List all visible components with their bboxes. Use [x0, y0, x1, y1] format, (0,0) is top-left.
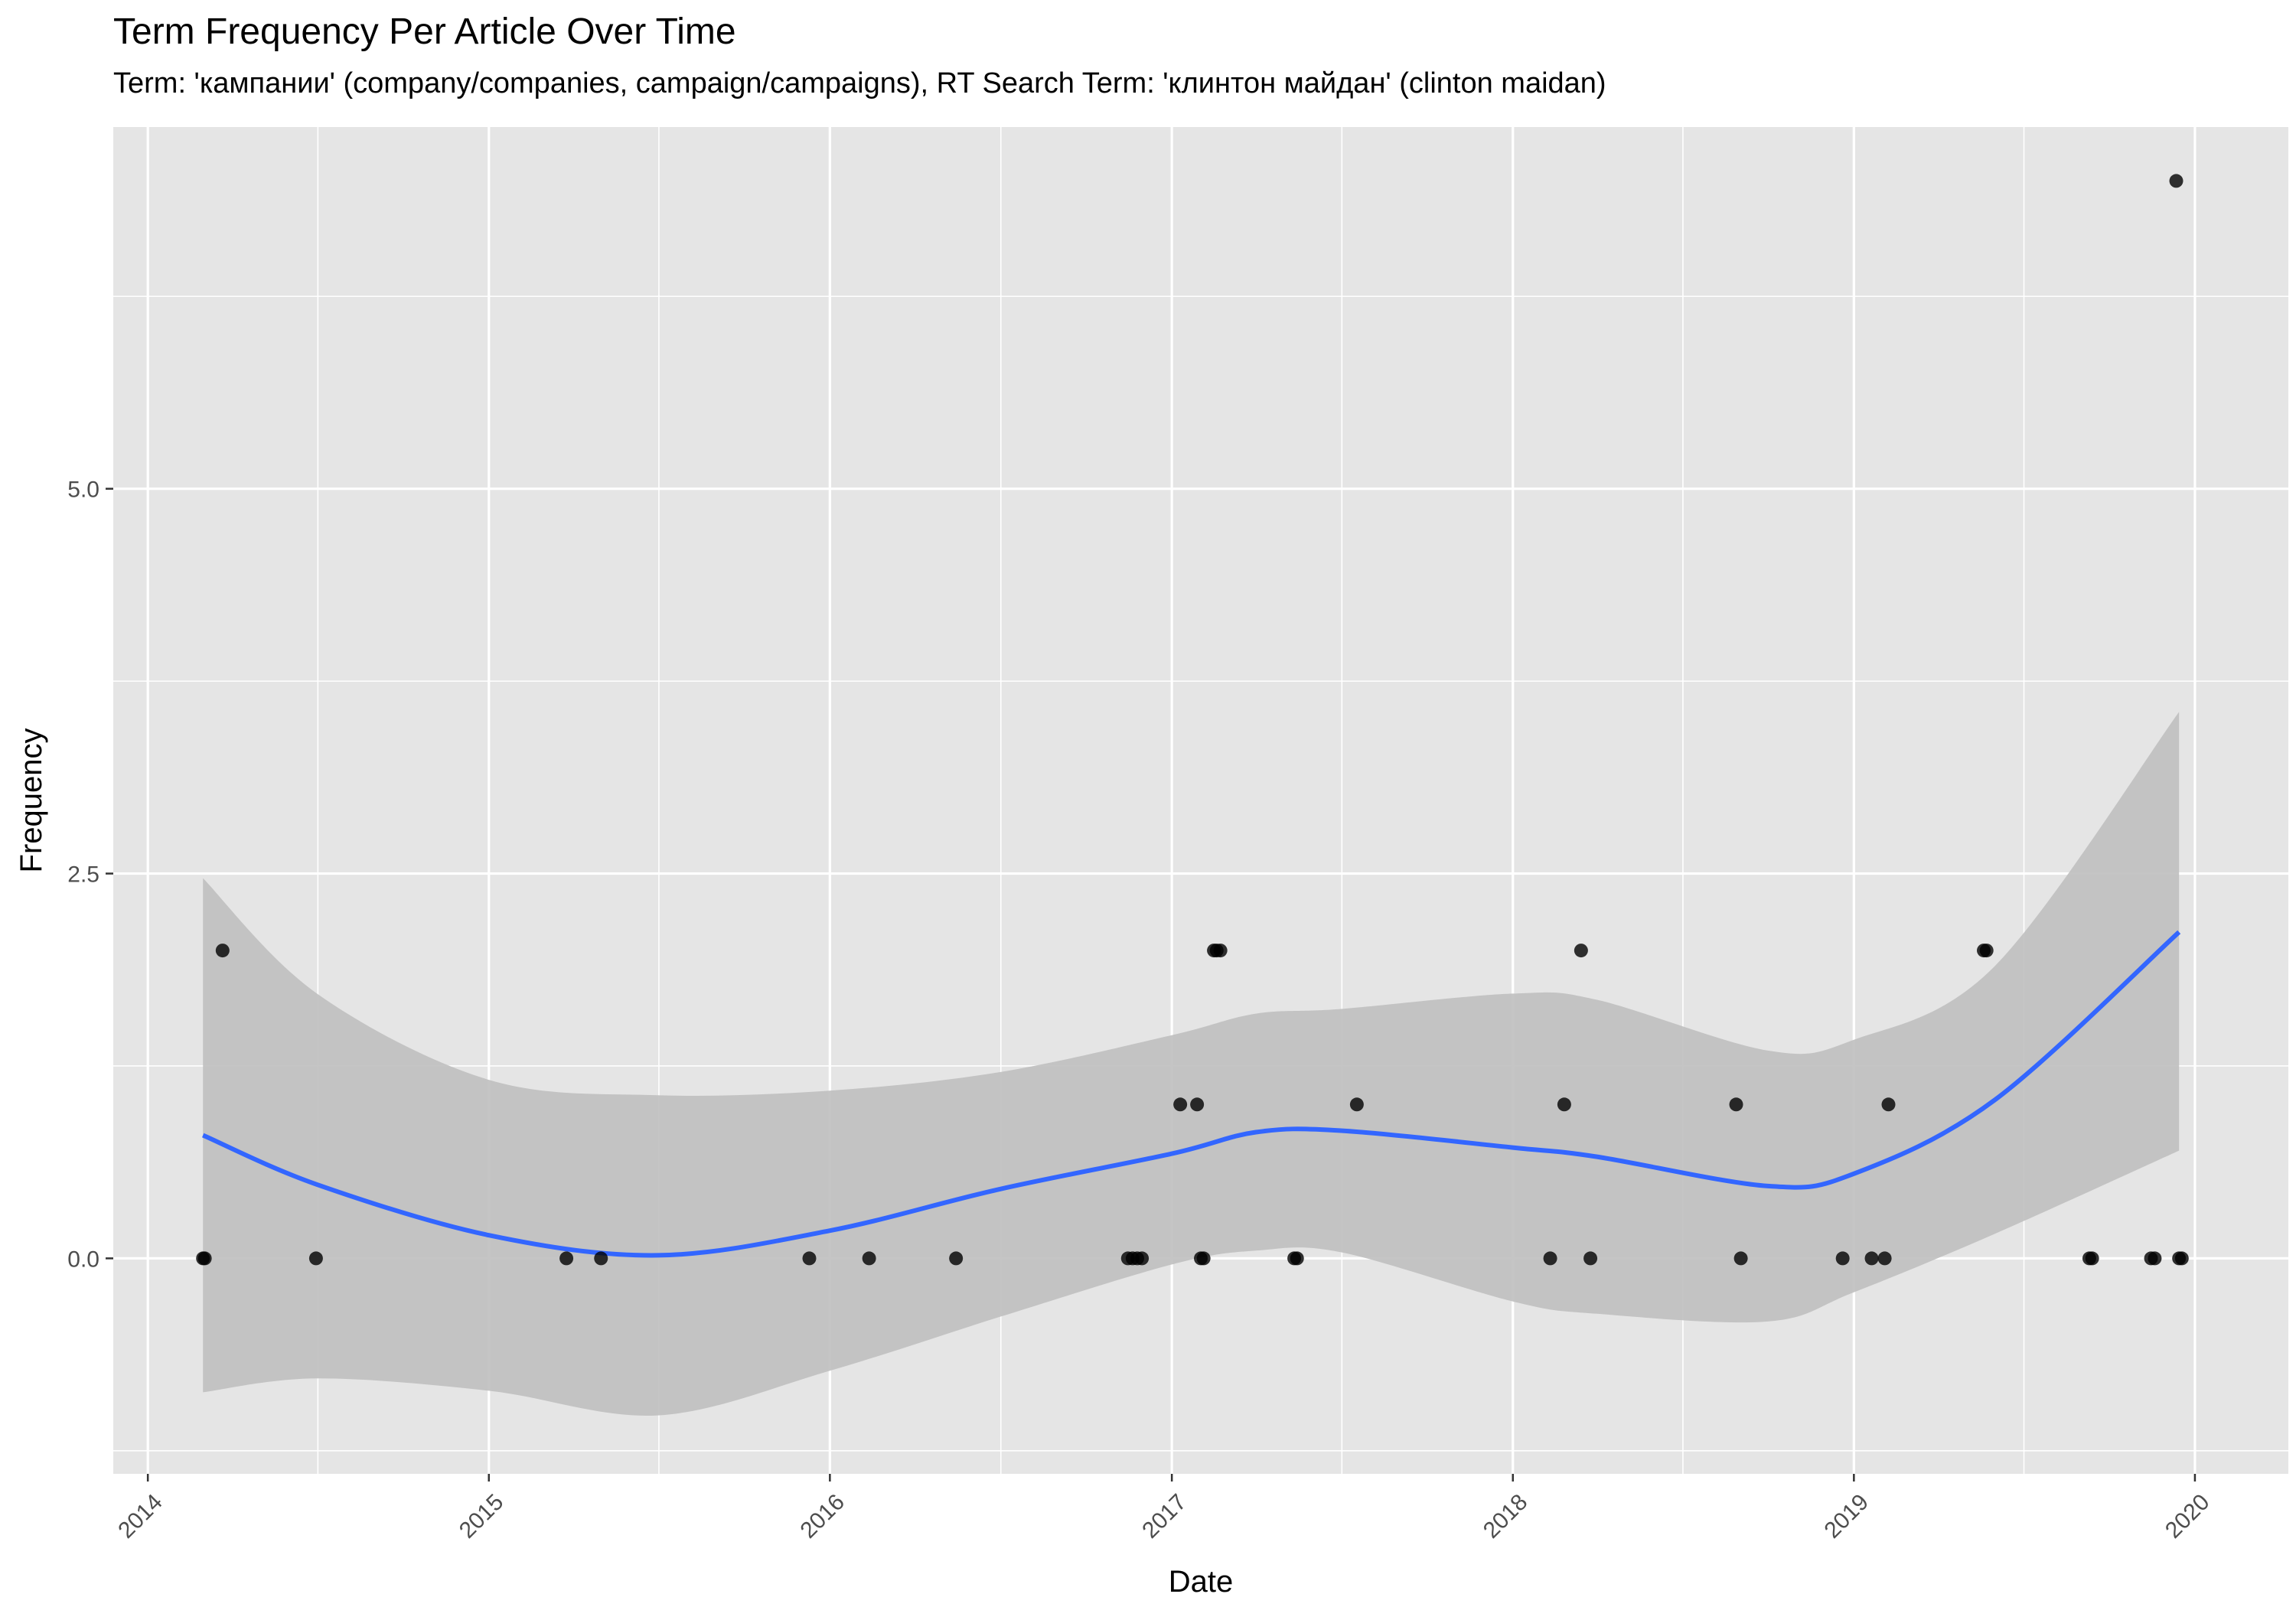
data-point	[802, 1251, 817, 1266]
data-point	[215, 944, 230, 958]
data-point	[2169, 174, 2183, 188]
data-point	[308, 1251, 323, 1266]
x-tick-label: 2016	[795, 1489, 850, 1543]
data-point	[559, 1251, 574, 1266]
x-tick-label: 2020	[2161, 1489, 2215, 1543]
y-axis: 0.0 2.5 5.0	[67, 478, 113, 1272]
x-tick-label: 2019	[1819, 1489, 1874, 1543]
data-point	[862, 1251, 876, 1266]
data-point	[1190, 1097, 1205, 1112]
confidence-ribbon	[203, 712, 2180, 1416]
data-point	[1979, 944, 1994, 958]
data-point	[1213, 944, 1228, 958]
y-tick-label: 2.5	[67, 862, 99, 888]
data-points	[196, 174, 2189, 1266]
data-point	[1733, 1251, 1748, 1266]
y-axis-title: Frequency	[15, 729, 48, 873]
data-point	[1135, 1251, 1150, 1266]
y-tick-label: 0.0	[67, 1247, 99, 1272]
data-point	[949, 1251, 964, 1266]
chart-subtitle: Term: 'кампании' (company/companies, cam…	[113, 67, 1606, 99]
data-point	[2148, 1251, 2162, 1266]
x-tick-label: 2018	[1479, 1489, 1533, 1543]
x-tick-label: 2014	[113, 1489, 168, 1543]
data-point	[2085, 1251, 2099, 1266]
data-point	[1173, 1097, 1188, 1112]
x-axis-title: Date	[1169, 1565, 1234, 1599]
x-tick-label: 2015	[455, 1489, 509, 1543]
data-point	[1729, 1097, 1743, 1112]
y-tick-label: 5.0	[67, 478, 99, 503]
data-point	[1196, 1251, 1211, 1266]
data-point	[1557, 1097, 1571, 1112]
x-tick-label: 2017	[1137, 1489, 1192, 1543]
data-point	[1864, 1251, 1879, 1266]
data-point	[1881, 1097, 1896, 1112]
data-point	[594, 1251, 608, 1266]
chart-title: Term Frequency Per Article Over Time	[113, 11, 736, 52]
data-point	[2174, 1251, 2189, 1266]
smooth-line	[202, 930, 2181, 1258]
data-point	[1290, 1251, 1304, 1266]
data-point	[1877, 1251, 1892, 1266]
data-point	[197, 1251, 212, 1266]
data-point	[1543, 1251, 1557, 1266]
data-point	[1349, 1097, 1364, 1112]
data-point	[1835, 1251, 1850, 1266]
data-point	[1574, 944, 1588, 958]
data-point	[1583, 1251, 1598, 1266]
x-axis: 2014 2015 2016 2017 2018 2019 2020	[113, 1474, 2215, 1543]
